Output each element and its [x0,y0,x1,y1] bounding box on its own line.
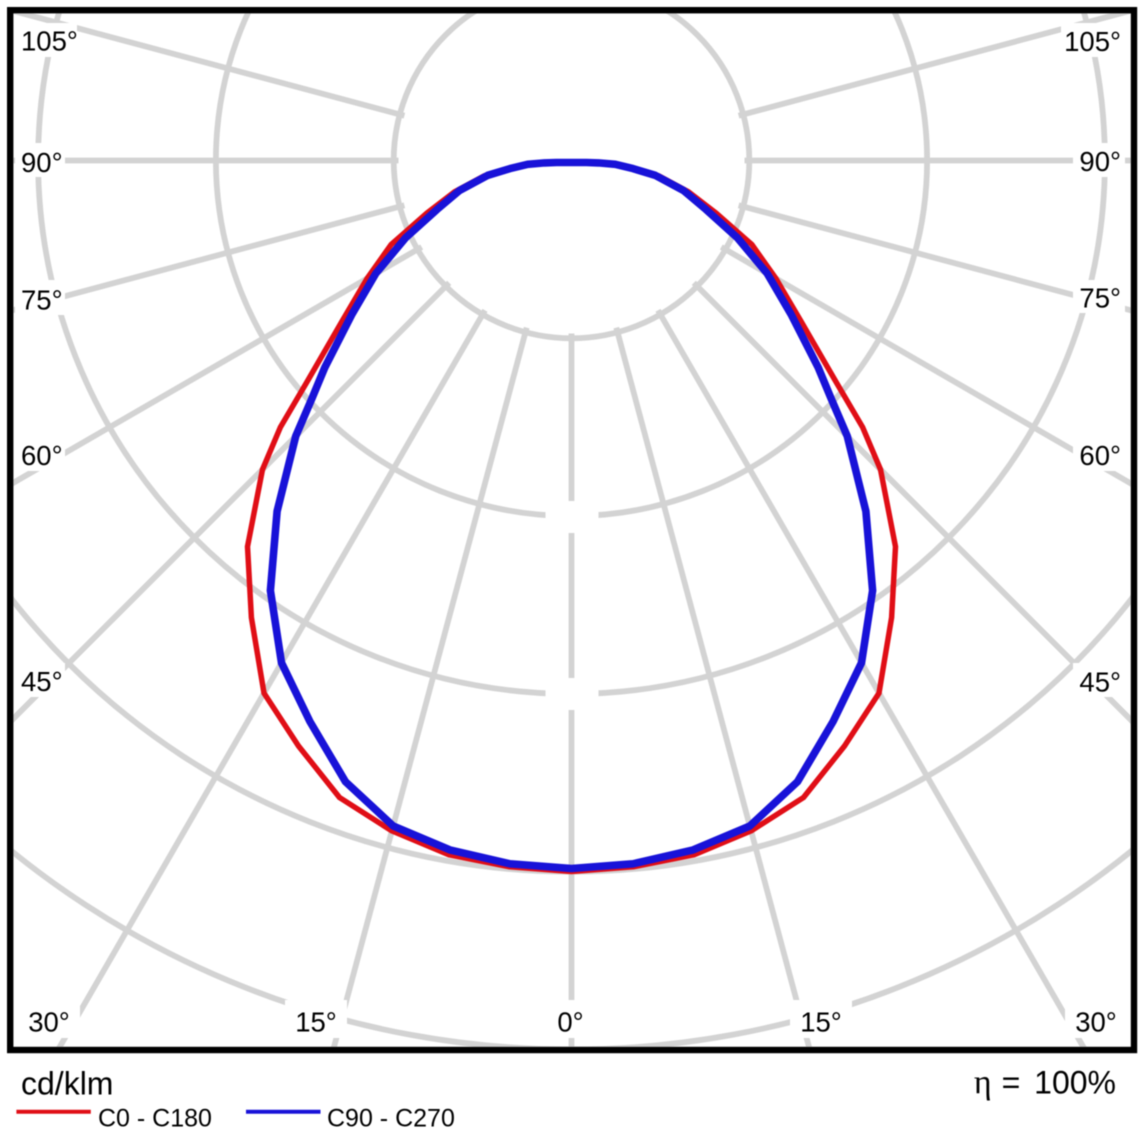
svg-text:0°: 0° [557,1007,583,1038]
svg-text:60°: 60° [21,440,63,471]
svg-text:90°: 90° [1079,146,1121,177]
svg-text:η = 100%: η = 100% [974,1065,1116,1102]
svg-text:cd/klm: cd/klm [21,1066,113,1102]
svg-text:45°: 45° [21,666,63,697]
svg-text:15°: 15° [800,1007,842,1038]
svg-text:75°: 75° [1079,283,1121,314]
svg-text:90°: 90° [21,147,63,178]
svg-text:45°: 45° [1079,667,1121,698]
svg-text:105°: 105° [1064,26,1121,57]
svg-text:C0 - C180: C0 - C180 [98,1105,212,1133]
svg-text:30°: 30° [28,1007,70,1038]
svg-text:30°: 30° [1075,1007,1117,1038]
svg-text:75°: 75° [21,285,63,316]
svg-text:60°: 60° [1079,440,1121,471]
svg-text:105°: 105° [21,26,78,57]
svg-text:C90 - C270: C90 - C270 [327,1105,455,1133]
svg-text:15°: 15° [295,1007,337,1038]
